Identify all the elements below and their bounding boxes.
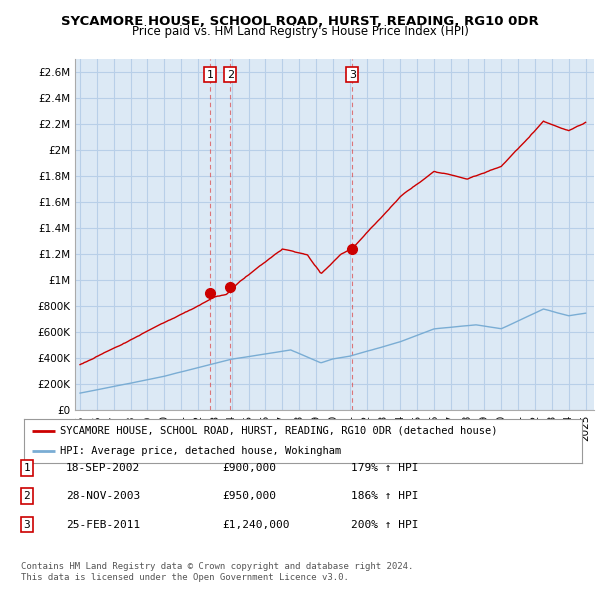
Text: 3: 3 [23, 520, 31, 529]
Text: 2: 2 [227, 70, 234, 80]
Text: £1,240,000: £1,240,000 [222, 520, 290, 529]
Text: 3: 3 [349, 70, 356, 80]
Text: 200% ↑ HPI: 200% ↑ HPI [351, 520, 419, 529]
Text: 18-SEP-2002: 18-SEP-2002 [66, 463, 140, 473]
Text: 1: 1 [206, 70, 214, 80]
Text: SYCAMORE HOUSE, SCHOOL ROAD, HURST, READING, RG10 0DR: SYCAMORE HOUSE, SCHOOL ROAD, HURST, READ… [61, 15, 539, 28]
Text: £900,000: £900,000 [222, 463, 276, 473]
Text: 28-NOV-2003: 28-NOV-2003 [66, 491, 140, 501]
Text: 179% ↑ HPI: 179% ↑ HPI [351, 463, 419, 473]
Text: SYCAMORE HOUSE, SCHOOL ROAD, HURST, READING, RG10 0DR (detached house): SYCAMORE HOUSE, SCHOOL ROAD, HURST, READ… [60, 426, 498, 436]
Text: 186% ↑ HPI: 186% ↑ HPI [351, 491, 419, 501]
Text: Price paid vs. HM Land Registry's House Price Index (HPI): Price paid vs. HM Land Registry's House … [131, 25, 469, 38]
Text: 2: 2 [23, 491, 31, 501]
Text: 25-FEB-2011: 25-FEB-2011 [66, 520, 140, 529]
Text: £950,000: £950,000 [222, 491, 276, 501]
Text: HPI: Average price, detached house, Wokingham: HPI: Average price, detached house, Woki… [60, 446, 341, 456]
Text: 1: 1 [23, 463, 31, 473]
Text: Contains HM Land Registry data © Crown copyright and database right 2024.
This d: Contains HM Land Registry data © Crown c… [21, 562, 413, 582]
